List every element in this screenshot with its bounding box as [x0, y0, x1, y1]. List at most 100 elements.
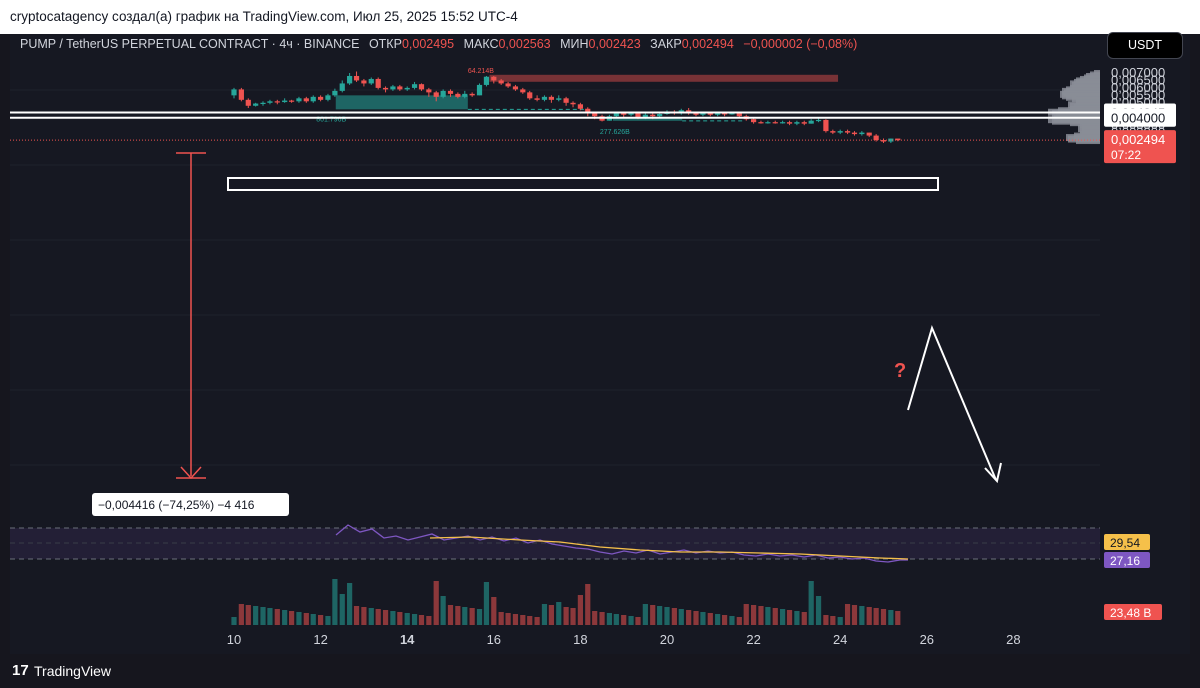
- candle-body: [238, 89, 244, 100]
- volume-bar: [585, 584, 591, 625]
- change-value: −0,000002 (−0,08%): [743, 37, 858, 51]
- time-axis: 10 12 14 16 18 20 22 24 26 28: [227, 632, 1021, 647]
- volume-bar: [765, 607, 771, 625]
- volume-bar: [851, 605, 858, 625]
- candle-body: [585, 108, 591, 114]
- rsi-ma-label: 29,54: [1110, 536, 1140, 550]
- volume-bar: [563, 607, 569, 625]
- candle-body: [642, 114, 648, 118]
- candle-body: [577, 104, 583, 109]
- candle-body: [288, 100, 295, 102]
- volume-bar: [570, 608, 576, 625]
- volume-bar: [577, 595, 583, 625]
- box-top-volume-label: 64.214B: [468, 68, 494, 75]
- candle-body: [296, 98, 302, 102]
- demand-box-left: [335, 95, 468, 110]
- candle-body: [563, 98, 569, 103]
- volume-bar: [859, 606, 865, 625]
- currency-button[interactable]: USDT: [1107, 32, 1183, 59]
- volume-bar: [837, 617, 843, 625]
- volume-bar: [347, 583, 353, 625]
- candle-body: [613, 113, 619, 117]
- rsi-ma-badge: [1104, 534, 1150, 550]
- candle-body: [267, 101, 273, 103]
- candle-body: [505, 83, 511, 87]
- volume-bar: [743, 604, 749, 625]
- volume-bar: [382, 610, 389, 625]
- level-price-badge: [1104, 108, 1176, 127]
- volume-bar: [780, 609, 786, 625]
- volume-bar: [548, 605, 554, 625]
- volume-bar: [801, 612, 807, 625]
- candle-body: [433, 92, 439, 97]
- volume-bar: [260, 607, 266, 625]
- volume-bar: [772, 608, 778, 625]
- top-bar: cryptocatagency создал(а) график на Trad…: [0, 0, 1200, 34]
- volume-bar: [375, 609, 381, 625]
- candle-body: [815, 119, 822, 122]
- candle-body: [310, 96, 316, 102]
- candle-body: [253, 103, 259, 106]
- candle-body: [498, 80, 504, 84]
- last-price-badge: [1104, 130, 1176, 164]
- candle-body: [715, 113, 721, 115]
- candle-body: [823, 119, 829, 132]
- candle-body: [736, 113, 742, 117]
- volume-bar: [318, 615, 324, 625]
- volume-bar: [332, 579, 338, 625]
- projection-path: [907, 325, 997, 481]
- time-tick-label: 12: [313, 632, 327, 647]
- volume-bar: [288, 611, 295, 625]
- candle-body: [628, 113, 634, 115]
- price-tick-label: 0,005500: [1111, 87, 1165, 102]
- volume-bar: [715, 614, 721, 625]
- volume-bar: [808, 581, 814, 625]
- volume-bar: [678, 609, 684, 625]
- candle-body: [650, 114, 656, 117]
- drawings: −0,004416 (−74,25%) −4 416?: [10, 111, 1100, 516]
- candle-body: [462, 93, 468, 97]
- volume-bar: [794, 611, 800, 625]
- candle-body: [245, 99, 251, 106]
- candle-body: [347, 75, 353, 84]
- volume-bar: [527, 616, 533, 625]
- volume-bar: [888, 610, 894, 625]
- candles: [231, 71, 901, 144]
- candle-body: [880, 140, 887, 142]
- volume-bar: [729, 616, 735, 625]
- price-tick-label: 0,006500: [1111, 72, 1165, 87]
- chart-area[interactable]: [10, 34, 1190, 654]
- candle-body: [844, 131, 851, 133]
- candle-body: [361, 80, 367, 84]
- volume-bar: [700, 612, 706, 625]
- volume-bar: [880, 609, 887, 625]
- range-zone-box: [227, 177, 939, 191]
- rsi-badge: [1104, 552, 1150, 568]
- volume-bar: [253, 606, 259, 625]
- candle-body: [527, 92, 533, 99]
- volume-bar: [628, 616, 634, 625]
- candle-body: [895, 138, 901, 141]
- volume-badge: [1104, 604, 1162, 620]
- volume-bar: [491, 597, 497, 625]
- candle-body: [491, 76, 497, 81]
- volume-bar: [231, 617, 237, 625]
- tradingview-logo: 17: [12, 662, 29, 679]
- resistance-box: [489, 74, 839, 82]
- candle-body: [859, 132, 865, 135]
- volume-bar: [476, 609, 483, 625]
- volume-bar: [505, 613, 511, 625]
- candle-body: [440, 90, 446, 97]
- candle-body: [780, 122, 786, 124]
- time-tick-label: 18: [573, 632, 587, 647]
- demand-box-mid: [612, 117, 683, 121]
- volume-bar: [650, 605, 656, 625]
- candle-body: [794, 122, 800, 124]
- candle-body: [751, 119, 757, 123]
- volume-bar: [657, 606, 663, 625]
- symbol-header: PUMP / TetherUS PERPETUAL CONTRACT · 4ч …: [20, 37, 857, 51]
- volume-bar: [310, 614, 316, 625]
- volume-bar: [397, 612, 403, 625]
- volume-bar: [613, 614, 619, 625]
- volume-bar: [245, 605, 251, 625]
